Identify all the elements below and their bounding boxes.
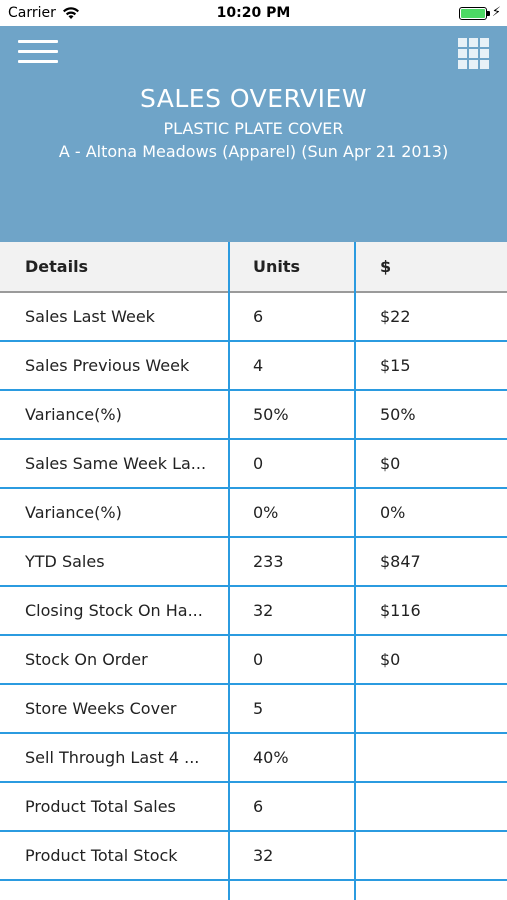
row-amount: $15 bbox=[380, 356, 411, 375]
battery-icon bbox=[459, 7, 487, 20]
row-units: 32 bbox=[253, 846, 274, 865]
row-units: 6 bbox=[253, 797, 264, 816]
row-units: 6 bbox=[253, 307, 264, 326]
column-divider bbox=[228, 242, 230, 900]
row-label: Closing Stock On Ha... bbox=[25, 601, 203, 620]
row-amount bbox=[356, 832, 507, 879]
table-row[interactable]: Closing Stock On Ha... 32 $116 bbox=[0, 587, 507, 636]
sales-table: Details Units $ Sales Last Week 6 $22 Sales… bbox=[0, 242, 507, 881]
row-label: Stock On Order bbox=[25, 650, 148, 669]
row-amount bbox=[356, 783, 507, 830]
row-amount: 0% bbox=[380, 503, 406, 522]
row-amount: $116 bbox=[380, 601, 421, 620]
row-label: Sales Same Week La... bbox=[25, 454, 207, 473]
row-label: Store Weeks Cover bbox=[25, 699, 177, 718]
battery-tip bbox=[487, 11, 490, 16]
row-label: YTD Sales bbox=[25, 552, 105, 571]
table-row[interactable]: Stock On Order 0 $0 bbox=[0, 636, 507, 685]
table-row[interactable]: Store Weeks Cover 5 bbox=[0, 685, 507, 734]
row-label: Sell Through Last 4 ... bbox=[25, 748, 200, 767]
charging-bolt-icon: ⚡ bbox=[491, 5, 501, 20]
row-label: Variance(%) bbox=[25, 503, 122, 522]
table-row[interactable]: YTD Sales 233 $847 bbox=[0, 538, 507, 587]
column-divider bbox=[354, 242, 356, 900]
row-units: 233 bbox=[253, 552, 284, 571]
status-bar: Carrier 10:20 PM ⚡ bbox=[0, 0, 507, 26]
row-amount: $22 bbox=[380, 307, 411, 326]
row-amount: $0 bbox=[380, 454, 401, 473]
table-row[interactable]: Variance(%) 0% 0% bbox=[0, 489, 507, 538]
table-row[interactable]: Sales Same Week La... 0 $0 bbox=[0, 440, 507, 489]
page-header: SALES OVERVIEW PLASTIC PLATE COVER A - A… bbox=[0, 26, 507, 242]
grid-apps-icon[interactable] bbox=[458, 38, 489, 69]
row-units: 0 bbox=[253, 454, 264, 473]
row-units: 5 bbox=[253, 699, 264, 718]
store-info: A - Altona Meadows (Apparel) (Sun Apr 21… bbox=[58, 142, 449, 161]
clock: 10:20 PM bbox=[216, 5, 291, 21]
row-units: 32 bbox=[253, 601, 274, 620]
hamburger-menu-icon[interactable] bbox=[18, 40, 58, 66]
carrier-label: Carrier bbox=[8, 5, 56, 21]
product-name: PLASTIC PLATE COVER bbox=[163, 119, 344, 138]
column-header-details: Details bbox=[25, 257, 89, 276]
table-row[interactable]: Product Total Sales 6 bbox=[0, 783, 507, 832]
row-label: Product Total Sales bbox=[25, 797, 176, 816]
table-header-row: Details Units $ bbox=[0, 242, 507, 293]
column-header-units: Units bbox=[253, 257, 301, 276]
row-amount: $0 bbox=[380, 650, 401, 669]
row-amount bbox=[356, 734, 507, 781]
row-label: Sales Previous Week bbox=[25, 356, 190, 375]
table-row[interactable]: Sell Through Last 4 ... 40% bbox=[0, 734, 507, 783]
row-units: 0 bbox=[253, 650, 264, 669]
row-units: 50% bbox=[253, 405, 289, 424]
table-row[interactable]: Variance(%) 50% 50% bbox=[0, 391, 507, 440]
row-label: Variance(%) bbox=[25, 405, 122, 424]
row-amount bbox=[356, 685, 507, 732]
page-title: SALES OVERVIEW bbox=[139, 84, 368, 113]
wifi-icon bbox=[63, 7, 79, 19]
row-units: 40% bbox=[253, 748, 289, 767]
table-row[interactable]: Product Total Stock 32 bbox=[0, 832, 507, 881]
row-units: 0% bbox=[253, 503, 279, 522]
row-amount: 50% bbox=[380, 405, 416, 424]
row-units: 4 bbox=[253, 356, 264, 375]
row-label: Product Total Stock bbox=[25, 846, 178, 865]
table-row[interactable]: Sales Previous Week 4 $15 bbox=[0, 342, 507, 391]
row-amount: $847 bbox=[380, 552, 421, 571]
column-header-amount: $ bbox=[380, 257, 392, 276]
table-row[interactable]: Sales Last Week 6 $22 bbox=[0, 293, 507, 342]
row-label: Sales Last Week bbox=[25, 307, 155, 326]
